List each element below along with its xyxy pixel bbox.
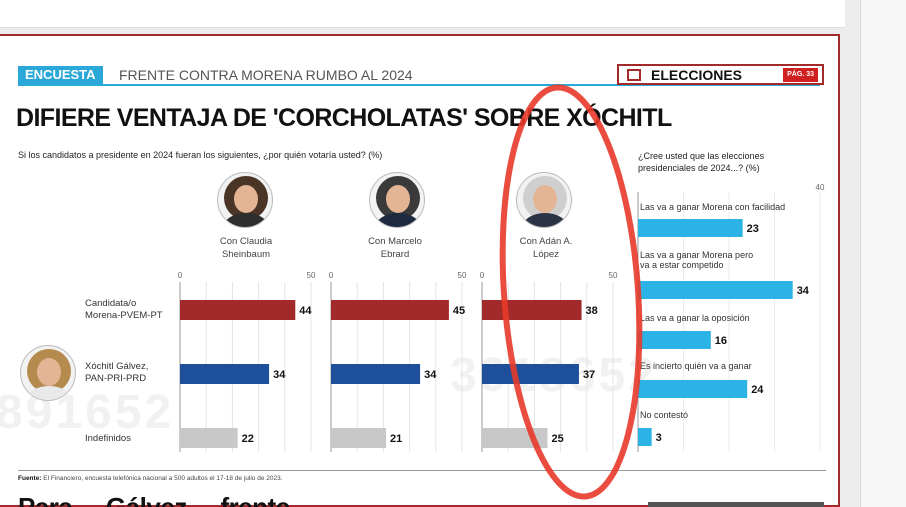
source-rule [18, 470, 826, 471]
candidate-portrait-icon [369, 172, 425, 228]
bottom-box [648, 502, 824, 507]
candidate-label: Con Marcelo Ebrard [340, 235, 450, 261]
next-article-headline: Para ... Gálvez ... frente ... [18, 492, 317, 507]
infographic-card [0, 34, 840, 507]
source-label: Fuente: [18, 475, 42, 482]
candidate-label: Con Claudia Sheinbaum [191, 235, 301, 261]
tick-label: 50 [458, 271, 467, 280]
data-label: 34 [797, 285, 810, 297]
row-label: Candidata/o Morena-PVEM-PT [85, 298, 163, 322]
square-icon [627, 69, 641, 81]
category-label: Las va a ganar Morena pero [640, 250, 753, 260]
bar [180, 300, 296, 320]
category-label: Es incierto quién va a ganar [640, 361, 752, 371]
bar [638, 219, 743, 237]
data-label: 3 [656, 432, 662, 444]
row-label-line: PAN-PRI-PRD [85, 373, 147, 384]
candidate-label-line: Ebrard [380, 249, 410, 260]
category-label: va a estar competido [640, 260, 724, 270]
category-label: Las va a ganar Morena con facilidad [640, 202, 785, 212]
tick-label: 0 [480, 271, 485, 280]
data-label: 38 [586, 305, 598, 317]
data-label: 34 [273, 369, 286, 381]
data-label: 44 [299, 305, 312, 317]
row-label: Indefinidos [85, 433, 131, 445]
tick-label: 0 [178, 271, 183, 280]
source-text: El Financiero, encuesta telefónica nacio… [43, 475, 283, 482]
source-note: Fuente: El Financiero, encuesta telefóni… [18, 475, 283, 482]
candidate-portrait-icon [217, 172, 273, 228]
bar [180, 428, 238, 448]
bar [482, 428, 548, 448]
bar [638, 428, 652, 446]
right-chart-question: ¿Cree usted que las elecciones presidenc… [638, 151, 765, 173]
data-label: 37 [583, 369, 595, 381]
bar [331, 428, 387, 448]
row-label-line: Indefinidos [85, 433, 131, 444]
tick-label: 50 [609, 271, 618, 280]
category-label: No contestó [640, 410, 688, 420]
row-label-line: Candidata/o [85, 298, 137, 309]
bar [638, 281, 793, 299]
header-rule [18, 84, 820, 86]
tick-label: 0 [329, 271, 334, 280]
section-box: ELECCIONES PÁG. 33 [617, 64, 824, 85]
tick-label: 50 [307, 271, 316, 280]
candidate-label-line: Con Claudia [219, 236, 273, 247]
bar [482, 364, 579, 384]
page-number-badge: PÁG. 33 [783, 68, 818, 82]
bar [638, 331, 711, 349]
kicker-text: FRENTE CONTRA MORENA RUMBO AL 2024 [119, 67, 413, 83]
xochitl-portrait-icon [20, 345, 76, 401]
category-label: Las va a ganar la oposición [640, 313, 750, 323]
section-tag: ENCUESTA [18, 66, 103, 84]
candidate-label-line: Sheinbaum [221, 249, 271, 260]
data-label: 22 [242, 433, 254, 445]
previous-page-strip [0, 0, 845, 28]
page-margin [860, 0, 906, 507]
data-label: 24 [751, 384, 764, 396]
data-label: 21 [390, 433, 402, 445]
data-label: 16 [715, 335, 727, 347]
data-label: 34 [424, 369, 437, 381]
data-label: 25 [552, 433, 564, 445]
data-label: 45 [453, 305, 465, 317]
row-label-line: Xóchitl Gálvez, [85, 361, 149, 372]
row-label-line: Morena-PVEM-PT [85, 310, 163, 321]
bar [331, 364, 421, 384]
section-label: ELECCIONES [651, 67, 743, 83]
candidate-label-line: Con Marcelo [368, 236, 422, 247]
left-chart-question: Si los candidatos a presidente en 2024 f… [18, 150, 383, 160]
bar [180, 364, 270, 384]
tick-label: 40 [816, 183, 825, 192]
bar [638, 380, 748, 398]
row-label: Xóchitl Gálvez, PAN-PRI-PRD [85, 361, 148, 385]
bar [331, 300, 449, 320]
data-label: 23 [747, 223, 759, 235]
bar [482, 300, 582, 320]
